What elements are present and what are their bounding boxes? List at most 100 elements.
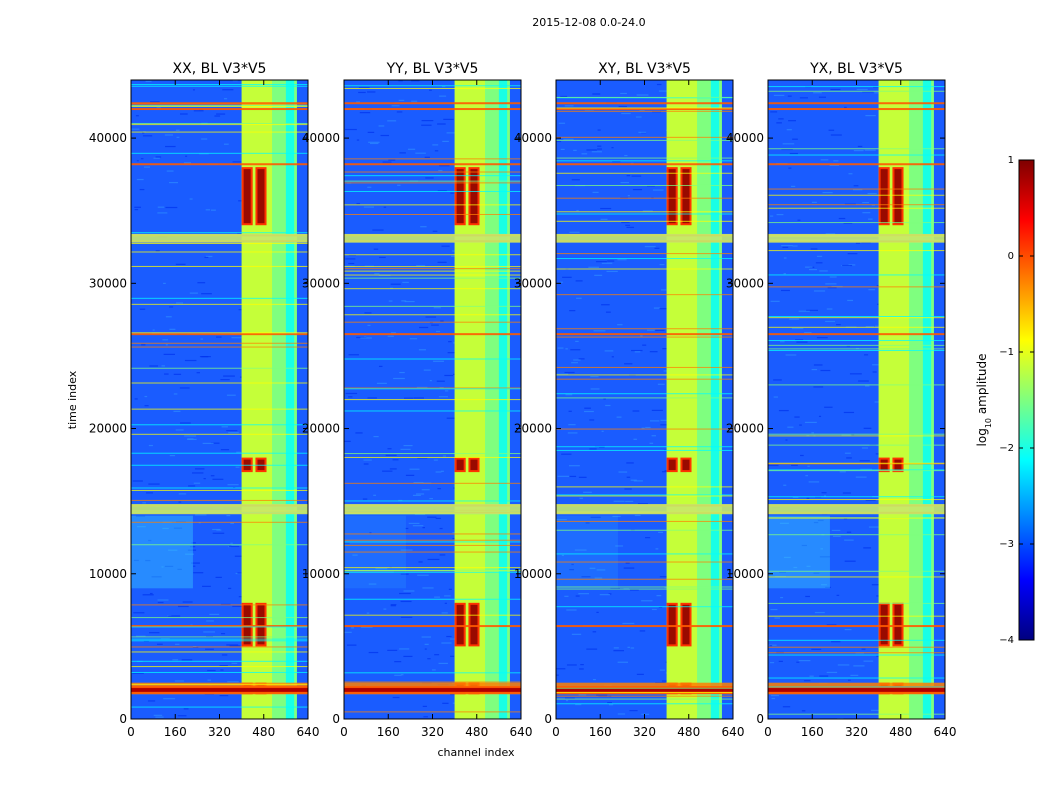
noise-speck — [203, 631, 215, 633]
noise-speck — [576, 297, 582, 299]
noise-speck — [439, 527, 443, 530]
noise-speck — [210, 475, 215, 477]
noise-speck — [819, 270, 828, 272]
noise-speck — [599, 594, 610, 596]
noise-speck — [630, 647, 635, 649]
noise-speck — [398, 80, 403, 82]
noise-speck — [596, 694, 608, 696]
rfi-row — [556, 703, 733, 705]
noise-speck — [387, 120, 397, 122]
noise-speck — [189, 292, 198, 294]
noise-speck — [143, 166, 150, 168]
noise-speck — [157, 212, 168, 214]
y-tick-label: 10000 — [726, 567, 764, 581]
rfi-row — [344, 598, 521, 600]
rfi-row — [131, 626, 308, 628]
noise-speck — [649, 442, 654, 444]
noise-speck — [592, 191, 599, 193]
rfi-row — [768, 326, 945, 328]
y-tick-label: 0 — [544, 712, 552, 726]
rfi-row — [131, 85, 308, 87]
noise-speck — [176, 136, 180, 138]
noise-speck — [876, 285, 880, 287]
noise-speck — [616, 416, 622, 418]
noise-speck — [148, 444, 153, 447]
x-tick-label: 160 — [164, 725, 187, 739]
noise-speck — [431, 669, 436, 671]
noise-speck — [234, 555, 243, 557]
noise-speck — [826, 671, 838, 674]
noise-speck — [792, 496, 799, 499]
rfi-row — [556, 160, 733, 162]
noise-speck — [214, 115, 221, 117]
rfi-row — [131, 464, 308, 466]
noise-speck — [816, 255, 823, 257]
noise-speck — [429, 380, 432, 382]
rfi-row — [344, 533, 521, 535]
noise-speck — [175, 643, 180, 645]
noise-speck — [448, 588, 452, 590]
rfi-row — [768, 615, 945, 617]
noise-speck — [411, 80, 420, 82]
noise-speck — [205, 648, 214, 650]
rfi-row — [344, 672, 521, 674]
rfi-row — [344, 453, 521, 455]
noise-speck — [837, 664, 850, 666]
noise-speck — [830, 134, 842, 136]
noise-speck — [858, 380, 869, 382]
noise-speck — [229, 645, 241, 647]
noise-speck — [607, 260, 615, 262]
noise-speck — [223, 143, 229, 145]
noise-speck — [188, 485, 196, 487]
noise-speck — [636, 94, 649, 96]
rfi-band — [556, 504, 733, 515]
noise-speck — [796, 661, 800, 663]
noise-speck — [437, 123, 446, 125]
noise-speck — [658, 606, 663, 608]
rfi-row — [556, 449, 733, 451]
rfi-row — [131, 686, 308, 689]
noise-speck — [135, 115, 139, 117]
y-tick-label: 20000 — [514, 422, 552, 436]
saturated-block — [682, 604, 690, 645]
noise-speck — [564, 697, 575, 699]
noise-speck — [394, 661, 402, 663]
noise-speck — [818, 415, 822, 418]
noise-speck — [397, 184, 401, 186]
noise-speck — [226, 430, 238, 432]
noise-speck — [564, 105, 574, 107]
noise-speck — [228, 432, 239, 434]
noise-speck — [441, 245, 450, 247]
noise-speck — [442, 140, 449, 143]
rfi-row — [768, 344, 945, 346]
rfi-row — [768, 625, 945, 628]
noise-speck — [149, 592, 153, 595]
noise-speck — [636, 673, 644, 675]
noise-speck — [573, 359, 581, 361]
noise-speck — [571, 362, 578, 364]
noise-speck — [806, 309, 819, 311]
rfi-row — [768, 570, 945, 572]
noise-speck — [368, 651, 379, 654]
noise-speck — [212, 528, 221, 531]
rfi-row — [344, 388, 521, 390]
noise-speck — [202, 585, 211, 587]
noise-speck — [787, 95, 792, 97]
noise-speck — [421, 119, 434, 122]
noise-speck — [216, 336, 222, 338]
noise-speck — [658, 90, 671, 92]
broadband-burst-core — [131, 687, 308, 693]
saturated-block — [470, 459, 478, 471]
rfi-row — [344, 567, 521, 569]
noise-speck — [148, 483, 160, 485]
rfi-row — [131, 499, 308, 501]
panel-3: XY, BL V3*V5 0 160 320 480 640 0 10000 20000 3000… — [514, 61, 745, 739]
rfi-row — [131, 131, 308, 133]
rfi-row — [131, 303, 308, 305]
noise-speck — [770, 111, 778, 113]
noise-speck — [564, 595, 569, 597]
saturated-block — [880, 604, 888, 645]
noise-speck — [557, 475, 570, 477]
rfi-row — [344, 625, 521, 628]
channel-band-edge — [285, 80, 295, 719]
